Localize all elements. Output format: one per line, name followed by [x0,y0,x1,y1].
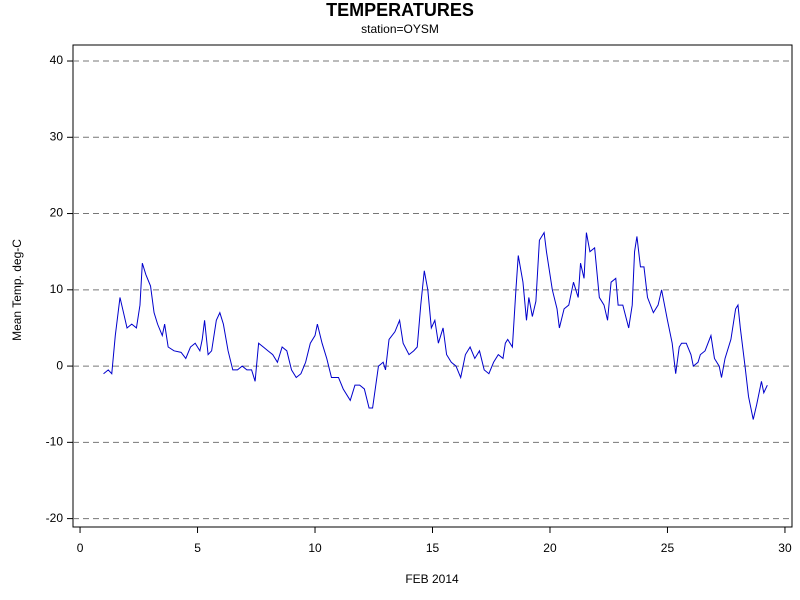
y-axis-label: Mean Temp. deg-C [10,239,24,341]
chart-title: TEMPERATURES [326,0,474,20]
y-tick-label: -10 [46,435,64,449]
x-tick-label: 20 [543,541,557,555]
x-tick-label: 15 [426,541,440,555]
y-tick-label: -20 [46,511,64,525]
x-tick-label: 30 [778,541,792,555]
x-tick-label: 10 [308,541,322,555]
x-tick-label: 5 [194,541,201,555]
y-tick-label: 20 [50,206,64,220]
data-line [103,231,768,420]
plot-frame [72,44,793,528]
y-tick-label: 0 [56,358,63,372]
x-axis-label: FEB 2014 [405,572,459,586]
x-tick-label: 0 [77,541,84,555]
y-tick-label: 40 [50,53,64,67]
x-tick-label: 25 [661,541,675,555]
y-tick-label: 30 [50,129,64,143]
chart-subtitle: station=OYSM [361,22,439,36]
y-tick-label: 10 [50,282,64,296]
